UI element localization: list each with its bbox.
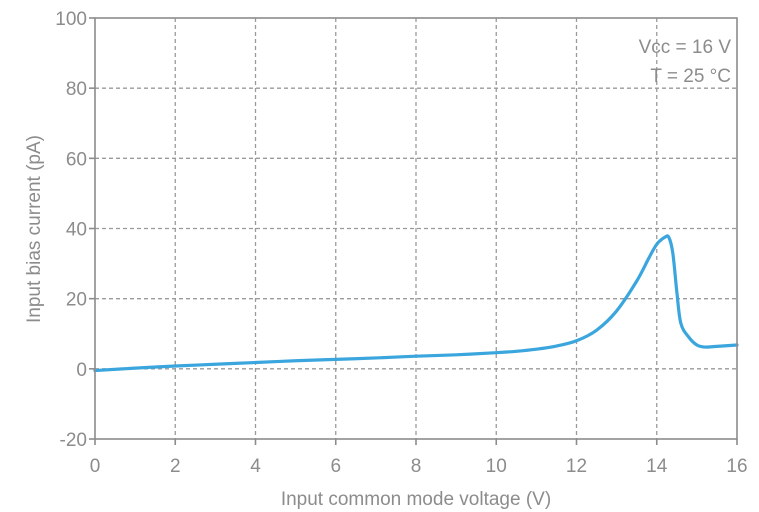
x-tick-label: 2 xyxy=(170,456,181,477)
y-tick-label: 100 xyxy=(55,9,87,30)
x-tick-label: 10 xyxy=(486,456,507,477)
y-tick-label: -20 xyxy=(60,430,87,451)
ticks xyxy=(89,17,738,445)
y-tick-label: 60 xyxy=(66,149,87,170)
series-line-bias-current xyxy=(93,234,739,373)
grid xyxy=(95,18,737,439)
series-layer xyxy=(93,234,739,373)
x-tick-label: 4 xyxy=(250,456,261,477)
annotation-vcc: Vcc = 16 V xyxy=(639,37,732,58)
x-tick-label: 8 xyxy=(411,456,422,477)
y-tick-label: 80 xyxy=(66,79,87,100)
x-tick-label: 6 xyxy=(330,456,341,477)
x-axis-label: Input common mode voltage (V) xyxy=(281,489,551,510)
y-tick-label: 20 xyxy=(66,290,87,311)
annotation-temperature: T = 25 °C xyxy=(650,66,731,87)
y-tick-label: 0 xyxy=(76,360,87,381)
x-tick-label: 12 xyxy=(566,456,587,477)
x-tick-label: 14 xyxy=(646,456,668,477)
x-tick-label: 0 xyxy=(90,456,101,477)
y-tick-label: 40 xyxy=(66,220,87,241)
x-tick-label: 16 xyxy=(726,456,747,477)
y-axis-label: Input bias current (pA) xyxy=(24,135,45,323)
